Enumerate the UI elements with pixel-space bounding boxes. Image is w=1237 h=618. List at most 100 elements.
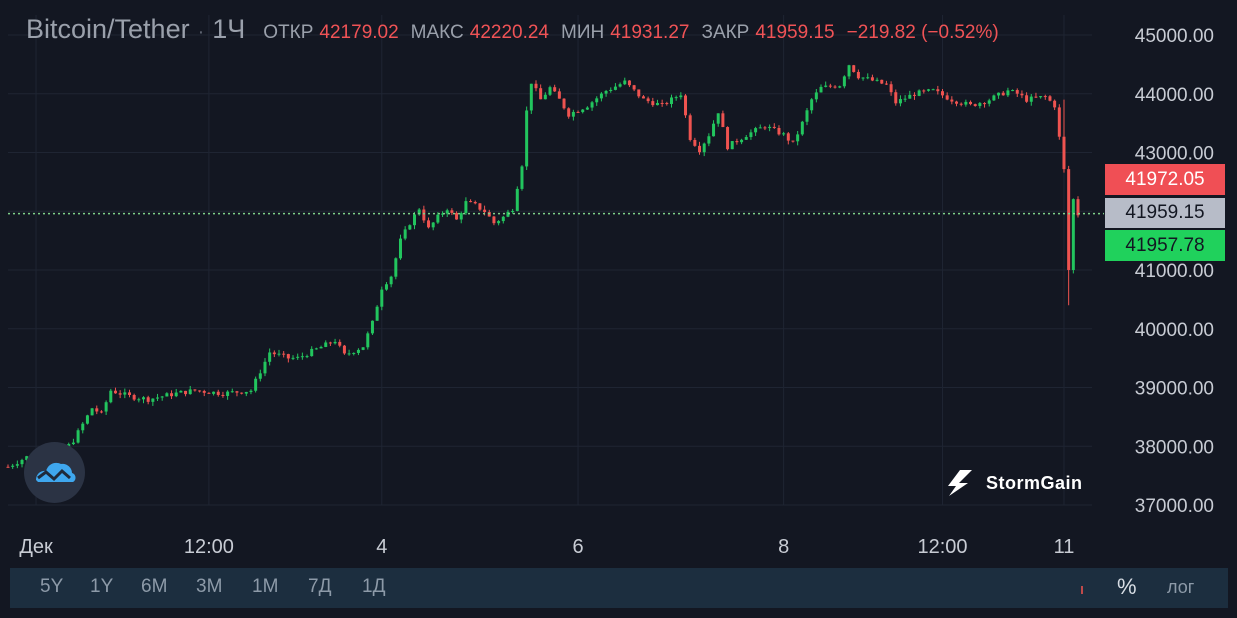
- candle: [6, 464, 10, 468]
- y-tick-label: 41000.00: [1135, 261, 1214, 282]
- candle: [926, 88, 930, 92]
- candle: [450, 208, 454, 216]
- candle: [469, 199, 473, 203]
- candle: [669, 94, 673, 108]
- stormgain-brand[interactable]: StormGain: [946, 469, 1083, 497]
- candle: [263, 358, 267, 377]
- price-axis[interactable]: 45000.0044000.0043000.0042000.0041000.00…: [1135, 26, 1214, 517]
- percent-scale-toggle[interactable]: %: [1117, 574, 1137, 599]
- candle: [240, 392, 244, 395]
- candle: [427, 217, 431, 229]
- toolbar-divider: [1081, 586, 1083, 594]
- range-1m-button[interactable]: 1M: [252, 576, 279, 597]
- candle: [104, 400, 108, 415]
- candle: [978, 101, 982, 109]
- candle: [160, 395, 164, 401]
- x-tick-label: Дек: [19, 536, 53, 558]
- candle: [627, 80, 631, 88]
- candle: [291, 355, 295, 361]
- candle: [571, 109, 575, 121]
- candles: [6, 64, 1080, 469]
- candle: [20, 458, 24, 468]
- low-value: 41931.27: [610, 22, 690, 43]
- candle: [254, 376, 258, 393]
- chart-header: Bitcoin/Tether · 1Ч ОТКР 42179.02 МАКС 4…: [26, 14, 999, 45]
- candle: [884, 80, 888, 86]
- candle: [127, 389, 131, 398]
- candle: [1071, 198, 1075, 274]
- candle: [903, 95, 907, 103]
- candle: [436, 212, 440, 224]
- symbol-title[interactable]: Bitcoin/Tether: [26, 14, 190, 44]
- candle: [1011, 89, 1015, 92]
- candle: [613, 83, 617, 91]
- title-separator: ·: [197, 21, 205, 43]
- candle: [459, 211, 463, 224]
- candle: [123, 388, 127, 399]
- candle: [861, 77, 865, 81]
- candle: [698, 141, 702, 155]
- candle: [188, 385, 192, 395]
- candle: [1020, 90, 1024, 99]
- candle: [258, 369, 262, 382]
- range-7d-button[interactable]: 7Д: [308, 576, 332, 597]
- candle: [553, 84, 557, 92]
- y-tick-label: 44000.00: [1135, 85, 1214, 106]
- candle: [651, 97, 655, 107]
- time-axis[interactable]: Дек 12:00 4 6 8 12:00 11: [19, 536, 1074, 558]
- candle: [1034, 92, 1038, 98]
- candle: [969, 100, 973, 106]
- candle: [856, 69, 860, 80]
- tradingview-cloud-icon[interactable]: [24, 442, 85, 503]
- candle: [1029, 93, 1033, 106]
- candle: [1039, 95, 1043, 99]
- candle: [478, 203, 482, 212]
- candle: [894, 89, 898, 106]
- candle: [328, 341, 332, 346]
- candle: [917, 89, 921, 97]
- candle: [221, 391, 225, 398]
- candle: [333, 338, 337, 345]
- range-1y-button[interactable]: 1Y: [90, 576, 114, 597]
- candle: [772, 123, 776, 129]
- candle: [1025, 92, 1029, 103]
- range-6m-button[interactable]: 6M: [141, 576, 168, 597]
- candle: [356, 348, 360, 356]
- candle: [576, 110, 580, 113]
- candle: [282, 351, 286, 358]
- candle: [866, 73, 870, 80]
- candle: [235, 390, 239, 397]
- candle: [193, 389, 197, 392]
- candle: [142, 396, 146, 404]
- candle: [314, 347, 318, 350]
- candle: [796, 130, 800, 146]
- candle: [852, 64, 856, 73]
- candle: [375, 305, 379, 321]
- candle: [599, 92, 603, 102]
- range-3m-button[interactable]: 3M: [196, 576, 223, 597]
- candle: [959, 102, 963, 107]
- candle: [940, 88, 944, 99]
- candle: [992, 94, 996, 101]
- candle: [945, 92, 949, 101]
- log-scale-toggle[interactable]: лог: [1167, 577, 1195, 597]
- candle: [464, 197, 468, 215]
- candle: [842, 75, 846, 89]
- candle: [819, 84, 823, 93]
- candle: [880, 79, 884, 85]
- open-label: ОТКР: [263, 22, 314, 43]
- range-toolbar: 5Y 1Y 6M 3M 1M 7Д 1Д % лог: [10, 568, 1228, 608]
- candle: [165, 392, 169, 397]
- range-1d-button[interactable]: 1Д: [362, 576, 386, 597]
- candle: [296, 353, 300, 360]
- candle: [11, 463, 15, 469]
- candle: [184, 390, 188, 397]
- candle: [1067, 165, 1071, 306]
- candle: [987, 98, 991, 107]
- candle: [950, 96, 954, 105]
- candle: [156, 393, 160, 401]
- candle: [413, 212, 417, 230]
- timeframe[interactable]: 1Ч: [212, 14, 246, 44]
- range-5y-button[interactable]: 5Y: [40, 576, 64, 597]
